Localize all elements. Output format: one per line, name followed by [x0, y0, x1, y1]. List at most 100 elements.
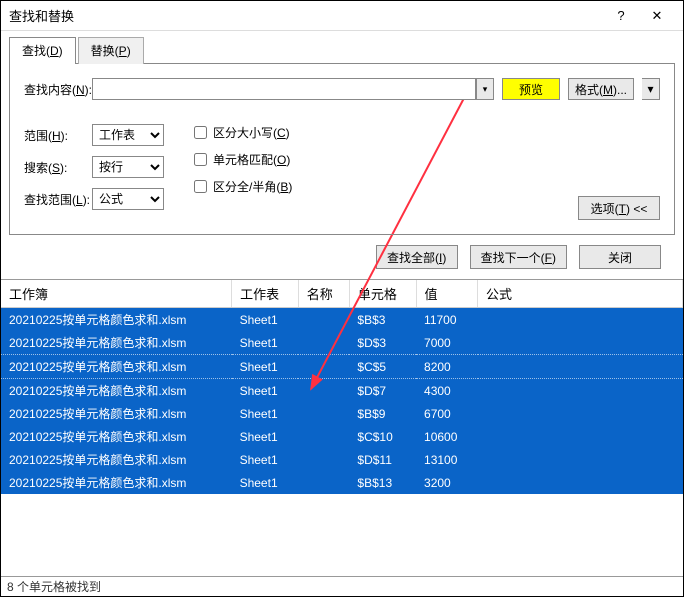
options-check-column: 区分大小写(C) 单元格匹配(O) 区分全/半角(B) — [194, 124, 578, 220]
cell-value: 3200 — [416, 471, 477, 494]
cell-sheet: Sheet1 — [232, 355, 299, 379]
col-workbook[interactable]: 工作簿 — [1, 280, 232, 308]
find-content-dropdown-button[interactable]: ▾ — [476, 78, 494, 100]
cell-name — [298, 448, 349, 471]
cell-workbook: 20210225按单元格颜色求和.xlsm — [1, 379, 232, 403]
status-text: 8 个单元格被找到 — [7, 578, 101, 595]
cell-name — [298, 471, 349, 494]
find-content-label: 查找内容(N): — [24, 81, 92, 98]
search-label: 搜索(S): — [24, 159, 92, 176]
col-formula[interactable]: 公式 — [478, 280, 683, 308]
status-bar: 8 个单元格被找到 — [1, 576, 683, 596]
cell-cell: $B$3 — [349, 308, 416, 332]
cell-formula — [478, 402, 683, 425]
cell-cell: $B$9 — [349, 402, 416, 425]
cell-workbook: 20210225按单元格颜色求和.xlsm — [1, 308, 232, 332]
table-row[interactable]: 20210225按单元格颜色求和.xlsmSheet1 $B$133200 — [1, 471, 683, 494]
cell-formula — [478, 331, 683, 355]
cell-sheet: Sheet1 — [232, 308, 299, 332]
tab-replace[interactable]: 替换(P) — [78, 37, 144, 64]
format-preview-swatch: 预览 — [502, 78, 560, 100]
col-value[interactable]: 值 — [416, 280, 477, 308]
search-select[interactable]: 按行 — [92, 156, 164, 178]
cell-sheet: Sheet1 — [232, 471, 299, 494]
cell-name — [298, 402, 349, 425]
table-row[interactable]: 20210225按单元格颜色求和.xlsmSheet1$C$1010600 — [1, 425, 683, 448]
col-name[interactable]: 名称 — [298, 280, 349, 308]
help-button[interactable]: ? — [603, 4, 639, 28]
lookin-select[interactable]: 公式 — [92, 188, 164, 210]
match-entire-label: 单元格匹配(O) — [213, 151, 290, 168]
find-all-label: 查找全部(I) — [387, 249, 446, 266]
table-row[interactable]: 20210225按单元格颜色求和.xlsmSheet1 $B$96700 — [1, 402, 683, 425]
cell-value: 6700 — [416, 402, 477, 425]
scope-select[interactable]: 工作表 — [92, 124, 164, 146]
scope-label: 范围(H): — [24, 127, 92, 144]
find-next-button[interactable]: 查找下一个(F) — [470, 245, 567, 269]
cell-sheet: Sheet1 — [232, 379, 299, 403]
match-case-checkbox[interactable] — [194, 126, 207, 139]
table-row[interactable]: 20210225按单元格颜色求和.xlsmSheet1 $C$58200 — [1, 355, 683, 379]
results-table: 工作簿 工作表 名称 单元格 值 公式 20210225按单元格颜色求和.xls… — [1, 280, 683, 494]
lookin-label: 查找范围(L): — [24, 191, 92, 208]
cell-workbook: 20210225按单元格颜色求和.xlsm — [1, 355, 232, 379]
options-area: 范围(H): 工作表 搜索(S): 按行 查找范围(L): — [24, 124, 660, 220]
tab-find[interactable]: 查找(D) — [9, 37, 76, 64]
cell-value: 10600 — [416, 425, 477, 448]
col-cell[interactable]: 单元格 — [349, 280, 416, 308]
close-dialog-button[interactable]: 关闭 — [579, 245, 661, 269]
cell-sheet: Sheet1 — [232, 448, 299, 471]
match-byte-label: 区分全/半角(B) — [213, 178, 292, 195]
table-row[interactable]: 20210225按单元格颜色求和.xlsmSheet1$D$1113100 — [1, 448, 683, 471]
match-byte-checkbox[interactable] — [194, 180, 207, 193]
cell-workbook: 20210225按单元格颜色求和.xlsm — [1, 448, 232, 471]
table-row[interactable]: 20210225按单元格颜色求和.xlsmSheet1 $D$74300 — [1, 379, 683, 403]
cell-formula — [478, 448, 683, 471]
cell-name — [298, 379, 349, 403]
close-button[interactable]: ✕ — [639, 4, 675, 28]
cell-workbook: 20210225按单元格颜色求和.xlsm — [1, 331, 232, 355]
cell-formula — [478, 308, 683, 332]
tab-replace-label: 替换(P) — [91, 44, 131, 58]
cell-value: 8200 — [416, 355, 477, 379]
format-button-label: 格式(M)... — [575, 81, 627, 98]
chevron-down-icon: ▾ — [647, 82, 653, 96]
cell-value: 13100 — [416, 448, 477, 471]
cell-workbook: 20210225按单元格颜色求和.xlsm — [1, 425, 232, 448]
options-toggle-button[interactable]: 选项(T) << — [578, 196, 660, 220]
cell-sheet: Sheet1 — [232, 331, 299, 355]
cell-cell: $B$13 — [349, 471, 416, 494]
dialog-body: 查找(D) 替换(P) 查找内容(N): ▾ 预览 格式(M)... ▾ — [1, 31, 683, 279]
window-title: 查找和替换 — [9, 6, 603, 25]
find-all-button[interactable]: 查找全部(I) — [376, 245, 458, 269]
cell-formula — [478, 355, 683, 379]
cell-workbook: 20210225按单元格颜色求和.xlsm — [1, 471, 232, 494]
cell-value: 7000 — [416, 331, 477, 355]
tab-find-label: 查找(D) — [22, 44, 63, 58]
format-button[interactable]: 格式(M)... — [568, 78, 634, 100]
match-case-label: 区分大小写(C) — [213, 124, 290, 141]
results-area: 工作簿 工作表 名称 单元格 值 公式 20210225按单元格颜色求和.xls… — [1, 279, 683, 576]
table-row[interactable]: 20210225按单元格颜色求和.xlsmSheet1$D$37000 — [1, 331, 683, 355]
cell-value: 4300 — [416, 379, 477, 403]
cell-formula — [478, 379, 683, 403]
cell-name — [298, 308, 349, 332]
cell-name — [298, 425, 349, 448]
cell-sheet: Sheet1 — [232, 402, 299, 425]
match-entire-checkbox[interactable] — [194, 153, 207, 166]
cell-name — [298, 331, 349, 355]
cell-cell: $C$5 — [349, 355, 416, 379]
titlebar: 查找和替换 ? ✕ — [1, 1, 683, 31]
cell-workbook: 20210225按单元格颜色求和.xlsm — [1, 402, 232, 425]
format-dropdown-button[interactable]: ▾ — [642, 78, 660, 100]
action-button-row: 查找全部(I) 查找下一个(F) 关闭 — [9, 235, 675, 279]
table-row[interactable]: 20210225按单元格颜色求和.xlsmSheet1$B$311700 — [1, 308, 683, 332]
cell-cell: $D$7 — [349, 379, 416, 403]
cell-cell: $C$10 — [349, 425, 416, 448]
find-next-label: 查找下一个(F) — [481, 249, 556, 266]
options-left-column: 范围(H): 工作表 搜索(S): 按行 查找范围(L): — [24, 124, 194, 220]
find-replace-dialog: 查找和替换 ? ✕ 查找(D) 替换(P) 查找内容(N): ▾ 预览 — [0, 0, 684, 597]
find-content-input[interactable] — [92, 78, 476, 100]
col-sheet[interactable]: 工作表 — [232, 280, 299, 308]
chevron-down-icon: ▾ — [483, 84, 488, 95]
